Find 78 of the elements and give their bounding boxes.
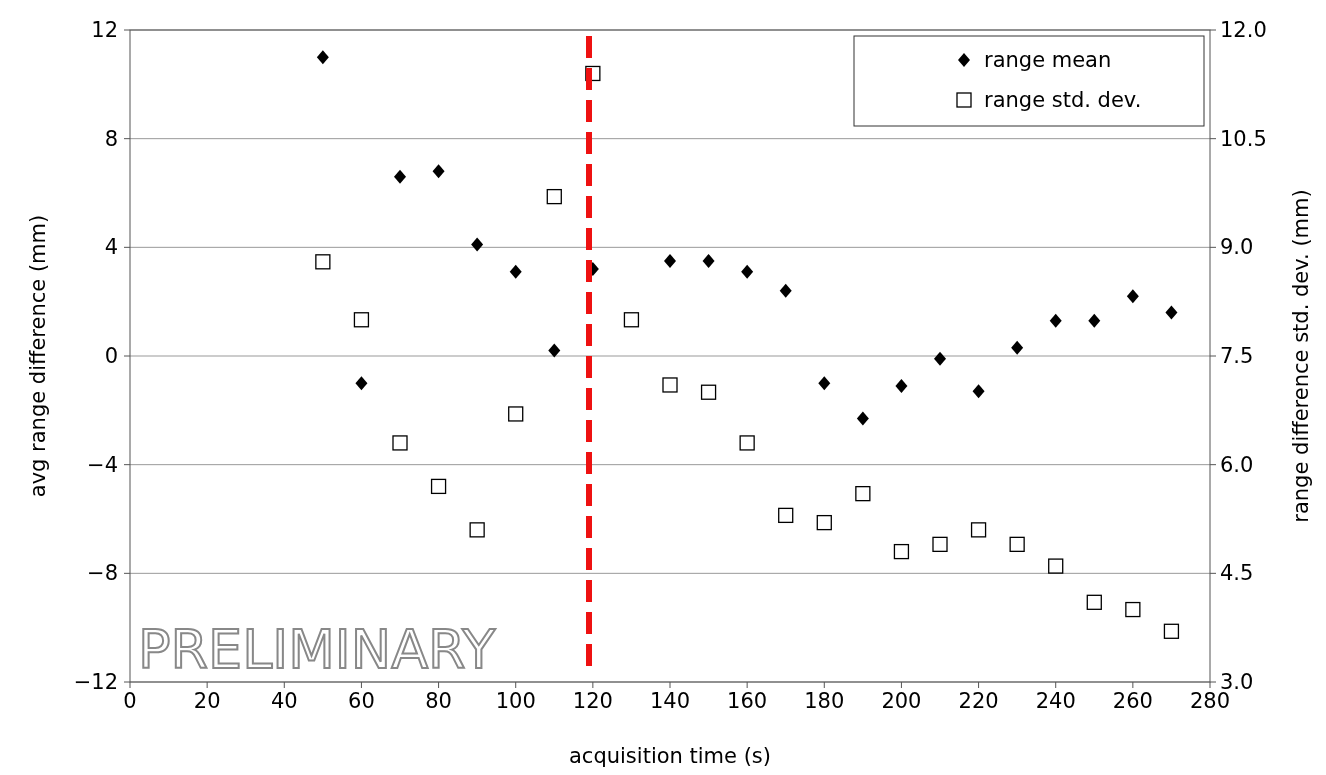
point: [741, 264, 754, 279]
point: [739, 435, 755, 451]
y-tick-label: −4: [87, 452, 118, 477]
point: [1009, 536, 1025, 553]
point: [856, 411, 869, 426]
legend-label: range mean: [984, 48, 1112, 72]
point: [430, 478, 447, 495]
x-tick-label: 260: [1112, 689, 1153, 713]
annotation: PRELIMINARY: [138, 618, 497, 681]
point: [1011, 340, 1024, 355]
y2-tick-label: 12.0: [1220, 18, 1267, 42]
point: [469, 522, 485, 538]
point: [1086, 594, 1102, 610]
point: [970, 522, 987, 538]
point: [623, 312, 640, 328]
y2-tick-label: 6.0: [1220, 452, 1254, 477]
point: [932, 536, 948, 553]
y-tick-label: 0: [104, 344, 118, 368]
point: [1088, 313, 1101, 328]
x-tick-label: 40: [270, 689, 298, 713]
x-tick-label: 180: [804, 689, 845, 713]
point: [1049, 313, 1062, 328]
x-tick-label: 140: [649, 689, 691, 713]
y2-tick-label: 10.5: [1220, 126, 1267, 151]
point: [1048, 558, 1064, 574]
point: [548, 343, 561, 358]
x-tick-label: 120: [572, 689, 613, 713]
point: [662, 377, 678, 393]
point: [934, 351, 946, 366]
point: [818, 376, 831, 391]
point: [315, 254, 331, 270]
point: [700, 384, 717, 400]
point: [471, 237, 484, 252]
x-tick-label: 100: [495, 689, 536, 713]
point: [816, 514, 832, 531]
point: [1163, 623, 1180, 639]
point: [432, 164, 445, 179]
y2-tick-label: 4.5: [1220, 561, 1254, 586]
x-tick-label: 20: [193, 689, 221, 713]
y-tick-label: 8: [104, 126, 118, 151]
legend-label: range std. dev.: [984, 88, 1142, 112]
x-tick-label: 220: [958, 689, 999, 713]
x-tick-label: 280: [1189, 689, 1231, 713]
y2-tick-label: 7.5: [1220, 344, 1254, 368]
point: [1165, 305, 1178, 320]
point: [664, 253, 676, 268]
point: [1126, 289, 1139, 304]
point: [972, 384, 985, 399]
y-tick-label: −8: [87, 561, 118, 586]
x-tick-label: 0: [123, 689, 137, 713]
point: [893, 543, 910, 560]
point: [779, 283, 792, 298]
y2-tick-label: 9.0: [1220, 235, 1254, 260]
point: [585, 65, 601, 82]
x-tick-label: 80: [425, 689, 452, 713]
x-tick-label: 160: [727, 689, 768, 713]
x-tick-label: 200: [881, 689, 922, 713]
y-tick-label: 4: [104, 235, 118, 260]
point: [778, 507, 794, 524]
point: [353, 312, 370, 328]
point: [394, 169, 406, 184]
point: [316, 50, 329, 65]
point: [1125, 601, 1141, 618]
point: [702, 253, 715, 268]
point: [392, 435, 408, 451]
y-axis-title: avg range difference (mm): [26, 214, 50, 498]
x-tick-label: 240: [1035, 689, 1076, 713]
point: [355, 376, 368, 391]
y-tick-label: 12: [91, 18, 118, 42]
point: [895, 378, 908, 393]
point: [509, 264, 522, 279]
x-tick-label: 60: [348, 689, 375, 713]
point: [546, 188, 562, 205]
point: [855, 485, 871, 502]
point: [508, 406, 524, 422]
x-axis-title: acquisition time (s): [568, 744, 772, 768]
y-tick-label: −12: [73, 670, 118, 694]
y2-axis-title: range difference std. dev. (mm): [1289, 189, 1313, 523]
